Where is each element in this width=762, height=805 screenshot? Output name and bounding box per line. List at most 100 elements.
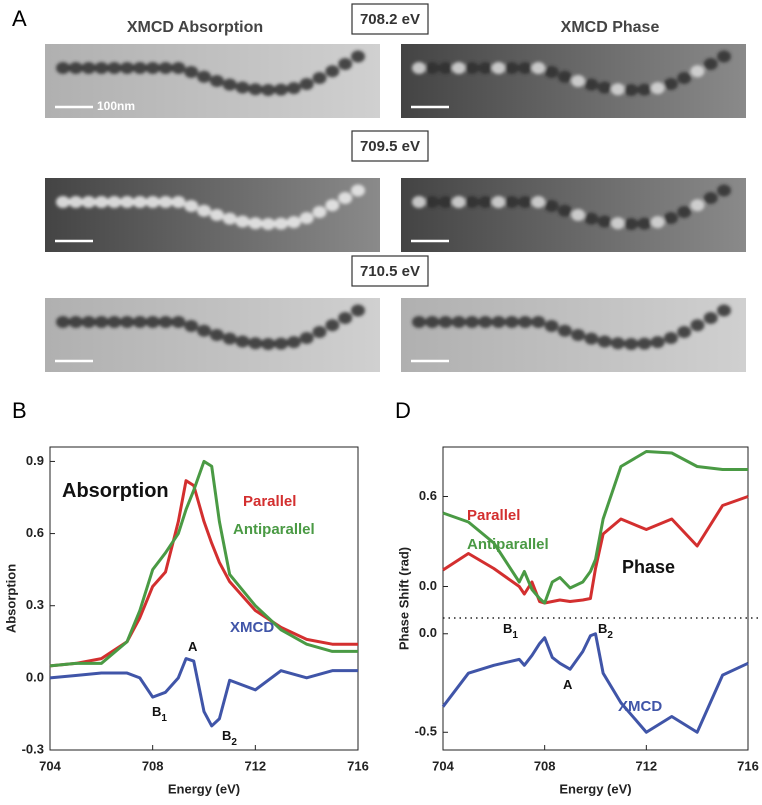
particle <box>677 325 692 338</box>
particle <box>312 325 327 338</box>
particle <box>531 62 546 74</box>
annotation-text: B <box>598 621 607 636</box>
annotation-subscript: 2 <box>607 630 613 641</box>
data-line <box>441 632 749 734</box>
data-line <box>49 479 358 668</box>
scale-label: 100nm <box>97 99 135 113</box>
particle <box>299 332 314 345</box>
particle <box>438 62 453 74</box>
particle <box>478 62 493 74</box>
y-tick-label: 0.0 <box>419 625 437 640</box>
micrograph <box>401 298 746 372</box>
particle <box>504 196 519 208</box>
particle-chain <box>56 304 365 350</box>
particle <box>637 217 652 230</box>
particle <box>597 335 612 348</box>
particle <box>584 78 599 91</box>
particle <box>184 319 199 332</box>
particle <box>197 204 212 217</box>
particle <box>107 62 122 74</box>
annotation-subscript: 1 <box>161 713 167 724</box>
particle <box>544 319 559 332</box>
particle <box>351 50 365 63</box>
particle <box>261 337 276 350</box>
particle <box>412 316 426 328</box>
y-tick-label: 0.6 <box>419 488 437 503</box>
particle <box>690 199 705 212</box>
annotation-text: Phase <box>622 557 675 577</box>
y-tick-label: -0.5 <box>415 724 437 739</box>
x-axis-label: Energy (eV) <box>168 781 240 796</box>
plot-frame <box>442 446 749 751</box>
particle <box>465 62 480 74</box>
annotation-text: A <box>563 677 573 692</box>
particle <box>338 312 353 325</box>
particle <box>248 83 263 96</box>
particle <box>531 316 546 328</box>
annotation-text: A <box>188 639 198 654</box>
energy-box <box>351 130 429 162</box>
particle <box>171 62 186 74</box>
particle <box>120 316 135 328</box>
particle <box>518 196 533 208</box>
particle <box>286 82 301 95</box>
y-axis-label: Phase Shift (rad) <box>396 547 411 650</box>
particle <box>184 65 199 78</box>
particle <box>650 82 665 95</box>
particle <box>209 75 224 88</box>
image-title: XMCD Phase <box>561 19 660 36</box>
particle <box>438 316 453 328</box>
particle <box>584 332 599 345</box>
particle <box>235 215 250 228</box>
particle <box>325 199 340 212</box>
particle <box>261 217 276 230</box>
x-tick-label: 704 <box>39 758 61 773</box>
particle <box>491 62 506 74</box>
energy-box <box>351 3 429 35</box>
particle <box>584 212 599 225</box>
series-label: Antiparallel <box>467 536 549 553</box>
micrograph <box>45 44 380 118</box>
particle <box>425 316 440 328</box>
particle <box>597 81 612 94</box>
particle <box>81 316 96 328</box>
particle <box>571 75 586 88</box>
particle <box>145 62 160 74</box>
particle <box>145 196 160 208</box>
series-label: XMCD <box>618 698 662 715</box>
particle <box>717 304 731 317</box>
particle <box>338 192 353 205</box>
particle <box>158 62 173 74</box>
particle <box>663 78 678 91</box>
data-line <box>49 459 358 668</box>
series-label: Antiparallel <box>233 521 315 538</box>
annotation: B1 <box>503 621 518 640</box>
particle <box>610 83 625 96</box>
particle <box>209 329 224 342</box>
particle <box>677 205 692 218</box>
panel-letter: B <box>12 398 27 423</box>
particle <box>274 217 289 230</box>
particle <box>325 319 340 332</box>
particle <box>571 329 586 342</box>
panel-letter: A <box>12 6 27 31</box>
particle <box>465 316 480 328</box>
y-tick-label: 0.0 <box>26 669 44 684</box>
data-line <box>442 495 749 605</box>
annotation: Absorption <box>62 480 169 502</box>
particle <box>222 332 237 345</box>
x-tick-label: 708 <box>534 758 556 773</box>
particle <box>624 217 639 230</box>
particle <box>132 62 147 74</box>
particle <box>451 316 466 328</box>
y-tick-label: 0.9 <box>26 453 44 468</box>
particle <box>222 78 237 91</box>
annotation: Phase <box>622 557 675 577</box>
particle <box>557 70 572 83</box>
particle-chain <box>412 50 731 96</box>
particle <box>531 196 546 208</box>
particle <box>544 65 559 78</box>
particle <box>94 316 109 328</box>
particle <box>197 70 212 83</box>
annotation-text: Absorption <box>62 480 169 502</box>
